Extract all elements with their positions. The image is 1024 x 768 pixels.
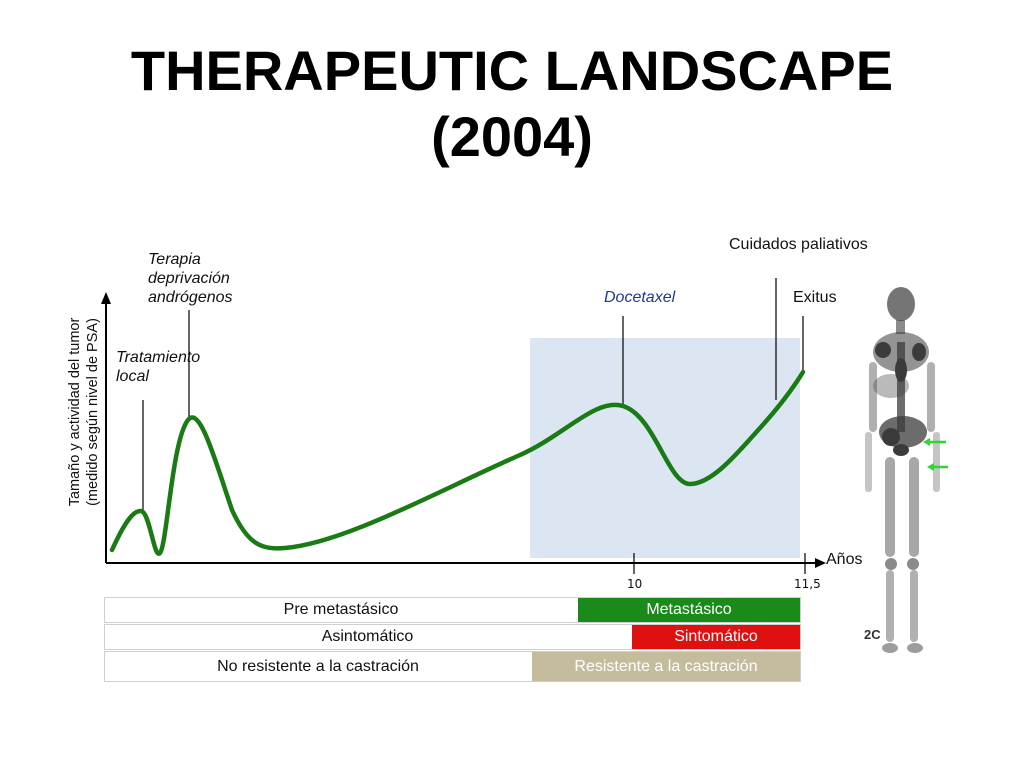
slide-title: THERAPEUTIC LANDSCAPE (2004)	[0, 38, 1024, 170]
bone-scan-image	[865, 287, 948, 653]
stage-asymptomatic: Asintomático	[321, 628, 414, 645]
y-axis-arrowhead	[101, 292, 111, 304]
annotation-local-line-2: local	[116, 368, 149, 385]
stage-pre-metastatic: Pre metastásico	[283, 601, 399, 618]
stage-symptomatic: Sintomático	[632, 625, 800, 649]
annotation-adt-line-2: deprivación	[148, 270, 230, 287]
annotation-adt: Terapia deprivación andrógenos	[148, 250, 233, 307]
stage-castration-sensitive: No resistente a la castración	[217, 658, 419, 675]
stage-metastatic: Metastásico	[578, 598, 800, 622]
resistant-phase-highlight	[530, 338, 800, 558]
stage-castration-resistant: Resistente a la castración	[532, 652, 800, 681]
stage-row-castration: No resistente a la castración Resistente…	[104, 651, 801, 682]
y-axis-label: Tamaño y actividad del tumor (medido seg…	[66, 292, 106, 532]
psa-curve	[109, 369, 806, 556]
annotation-exitus: Exitus	[793, 289, 837, 306]
lesion-arrow-lower	[927, 463, 948, 471]
annotation-docetaxel: Docetaxel	[604, 289, 676, 306]
y-axis-label-line-2: (medido según nivel de PSA)	[85, 318, 101, 506]
x-axis-arrowhead	[815, 558, 826, 568]
y-axis-label-line-1: Tamaño y actividad del tumor	[67, 317, 83, 507]
annotation-local-line-1: Tratamiento	[116, 349, 201, 366]
annotation-local-treatment: Tratamiento local	[116, 348, 200, 386]
annotation-palliative-care: Cuidados paliativos	[729, 236, 868, 253]
title-line-2: (2004)	[431, 105, 593, 168]
title-line-1: THERAPEUTIC LANDSCAPE	[130, 39, 894, 102]
scan-label: 2C	[864, 627, 881, 642]
stage-row-symptomatic: Asintomático Sintomático	[104, 624, 801, 650]
x-tick-label-10: 10	[627, 577, 643, 591]
x-tick-label-11-5: 11,5	[794, 577, 821, 591]
annotation-adt-line-3: andrógenos	[148, 289, 233, 306]
x-axis-label: Años	[826, 551, 863, 568]
annotation-adt-line-1: Terapia	[148, 251, 201, 268]
lesion-arrow-upper	[923, 438, 946, 446]
stage-row-metastatic: Pre metastásico Metastásico	[104, 597, 801, 623]
